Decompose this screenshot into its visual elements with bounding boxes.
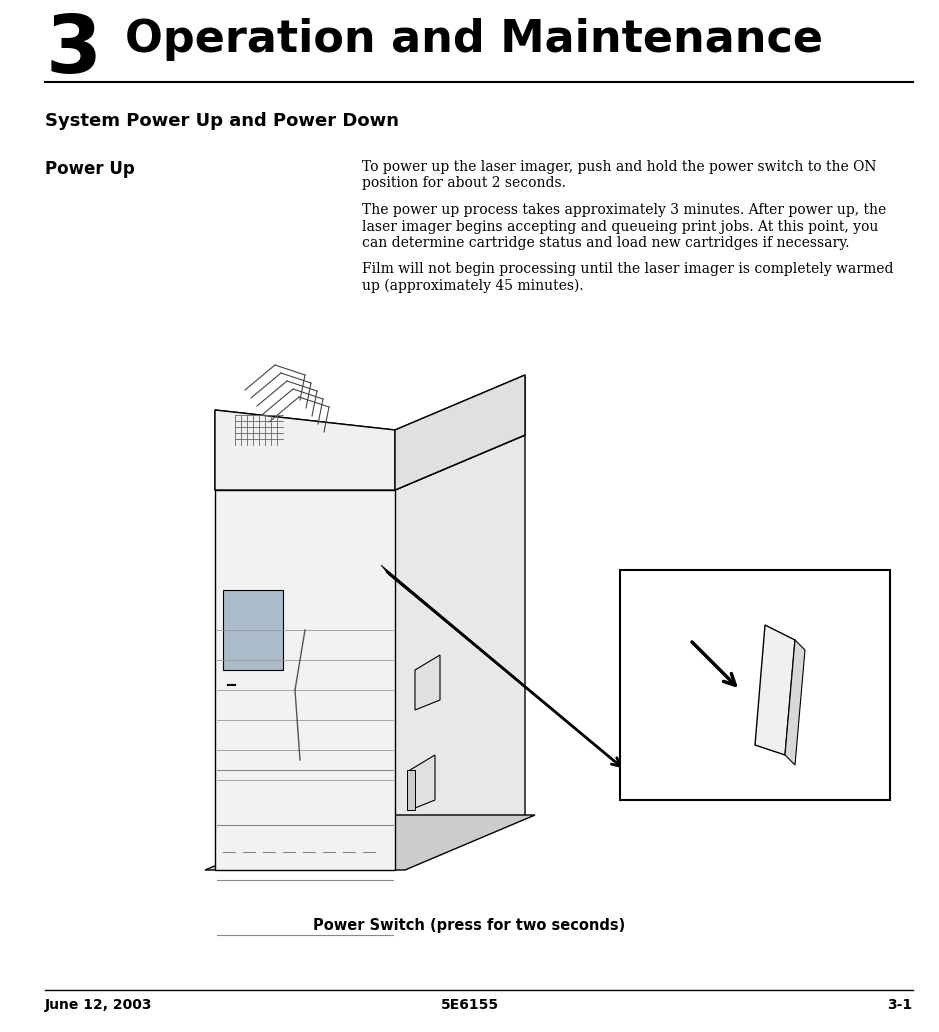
Polygon shape <box>620 570 890 800</box>
Text: Film will not begin processing until the laser imager is completely warmed: Film will not begin processing until the… <box>362 262 893 277</box>
Polygon shape <box>415 655 440 710</box>
Text: The power up process takes approximately 3 minutes. After power up, the: The power up process takes approximately… <box>362 203 885 217</box>
Polygon shape <box>785 640 805 765</box>
Polygon shape <box>755 625 795 755</box>
Text: June 12, 2003: June 12, 2003 <box>45 998 152 1012</box>
Text: 3-1: 3-1 <box>887 998 913 1012</box>
Polygon shape <box>215 436 525 490</box>
Text: Operation and Maintenance: Operation and Maintenance <box>125 18 824 61</box>
Polygon shape <box>205 815 535 870</box>
Text: System Power Up and Power Down: System Power Up and Power Down <box>45 112 399 130</box>
Text: 5E6155: 5E6155 <box>440 998 499 1012</box>
Text: To power up the laser imager, push and hold the power switch to the ON: To power up the laser imager, push and h… <box>362 160 876 174</box>
Polygon shape <box>407 770 415 810</box>
Text: 3: 3 <box>45 12 101 90</box>
Polygon shape <box>381 565 627 772</box>
Polygon shape <box>410 755 435 810</box>
Polygon shape <box>395 375 525 490</box>
Text: laser imager begins accepting and queueing print jobs. At this point, you: laser imager begins accepting and queuei… <box>362 220 878 233</box>
Text: position for about 2 seconds.: position for about 2 seconds. <box>362 176 565 191</box>
Polygon shape <box>223 590 283 670</box>
Polygon shape <box>215 490 395 870</box>
Polygon shape <box>395 436 525 870</box>
Polygon shape <box>395 375 525 490</box>
Polygon shape <box>215 410 395 490</box>
Text: up (approximately 45 minutes).: up (approximately 45 minutes). <box>362 279 583 293</box>
Text: Power Up: Power Up <box>45 160 135 178</box>
Text: can determine cartridge status and load new cartridges if necessary.: can determine cartridge status and load … <box>362 236 849 250</box>
Text: Power Switch (press for two seconds): Power Switch (press for two seconds) <box>314 918 625 933</box>
Polygon shape <box>215 410 395 490</box>
